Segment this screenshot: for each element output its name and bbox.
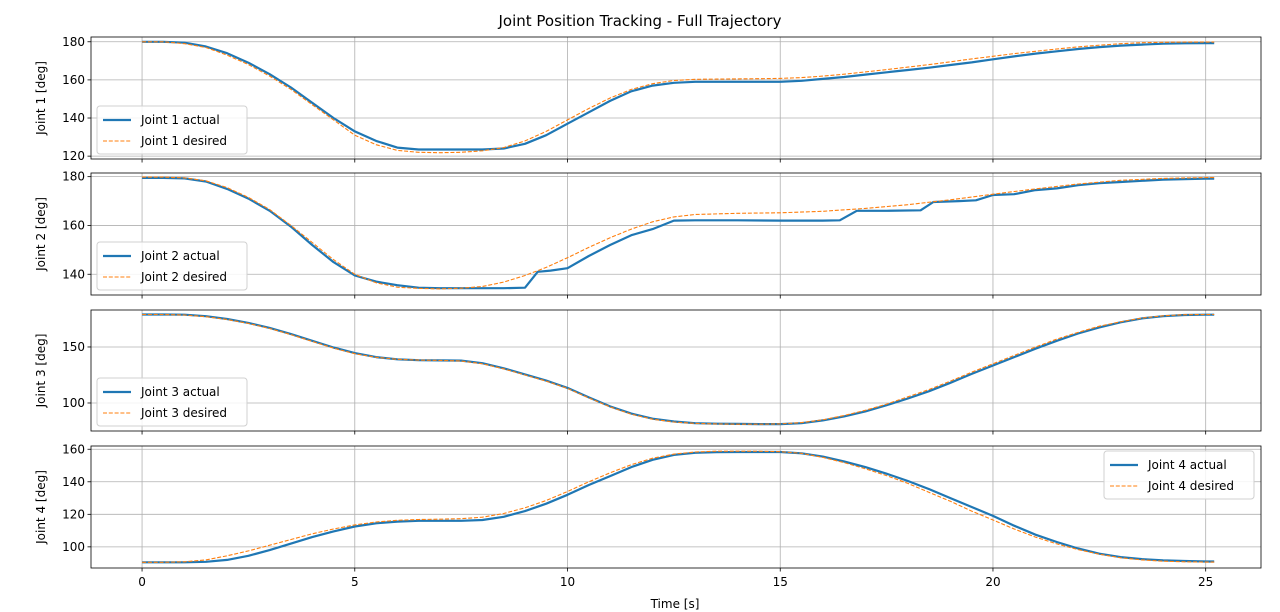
y-tick-label: 180 [62, 35, 85, 49]
y-tick-label: 160 [62, 218, 85, 232]
legend-label: Joint 4 actual [1147, 458, 1227, 472]
x-tick-label: 0 [138, 575, 146, 589]
series-line-joint-2-actual [142, 176, 1215, 290]
legend: Joint 4 actual Joint 4 desired [1103, 450, 1255, 500]
y-axis-label: Joint 2 [deg] [34, 197, 48, 272]
legend-box [1103, 450, 1255, 500]
x-tick-label: 20 [985, 575, 1000, 589]
legend-label: Joint 2 actual [140, 249, 220, 263]
y-axis-label: Joint 3 [deg] [34, 334, 48, 409]
y-tick-label: 160 [62, 442, 85, 456]
y-tick-label: 120 [62, 507, 85, 521]
y-tick-label: 100 [62, 396, 85, 410]
y-axis-label: Joint 4 [deg] [34, 470, 48, 545]
y-tick-label: 140 [62, 111, 85, 125]
legend-box [96, 241, 248, 291]
chart-title: Joint Position Tracking - Full Trajector… [498, 12, 782, 30]
series-line-joint-4-desired [142, 450, 1215, 563]
legend-label: Joint 3 desired [140, 406, 227, 420]
legend-label: Joint 4 desired [1147, 479, 1234, 493]
x-tick-label: 25 [1198, 575, 1213, 589]
y-tick-label: 120 [62, 149, 85, 163]
legend-box [96, 105, 248, 155]
x-axis-label: Time [s] [650, 597, 700, 611]
legend-box [96, 377, 248, 427]
axes-frame [90, 445, 1262, 569]
x-tick-label: 15 [773, 575, 788, 589]
series-line-joint-1-actual [142, 40, 1215, 151]
y-tick-label: 100 [62, 540, 85, 554]
series-line-joint-4-actual [142, 450, 1215, 564]
legend-label: Joint 1 desired [140, 134, 227, 148]
x-tick-label: 10 [560, 575, 575, 589]
series-line-joint-3-actual [142, 313, 1215, 426]
y-tick-label: 180 [62, 170, 85, 184]
axes-frame [90, 36, 1262, 160]
series-line-joint-3-desired [142, 313, 1215, 425]
y-axis-label: Joint 1 [deg] [34, 61, 48, 136]
legend-label: Joint 3 actual [140, 385, 220, 399]
panel-4: 100 120 140 160 0 5 10 15 20 25 Joint 4 [deg] Joint… [34, 442, 1262, 589]
legend-label: Joint 1 actual [140, 113, 220, 127]
x-tick-label: 5 [351, 575, 359, 589]
legend: Joint 3 actual Joint 3 desired [96, 377, 248, 427]
y-tick-label: 140 [62, 475, 85, 489]
axes-frame [90, 172, 1262, 296]
y-tick-label: 160 [62, 73, 85, 87]
legend: Joint 1 actual Joint 1 desired [96, 105, 248, 155]
series-line-joint-1-desired [142, 41, 1215, 154]
series-line-joint-2-desired [142, 176, 1215, 290]
axes-frame [90, 309, 1262, 432]
legend: Joint 2 actual Joint 2 desired [96, 241, 248, 291]
legend-label: Joint 2 desired [140, 270, 227, 284]
y-tick-label: 140 [62, 267, 85, 281]
y-tick-label: 150 [62, 340, 85, 354]
